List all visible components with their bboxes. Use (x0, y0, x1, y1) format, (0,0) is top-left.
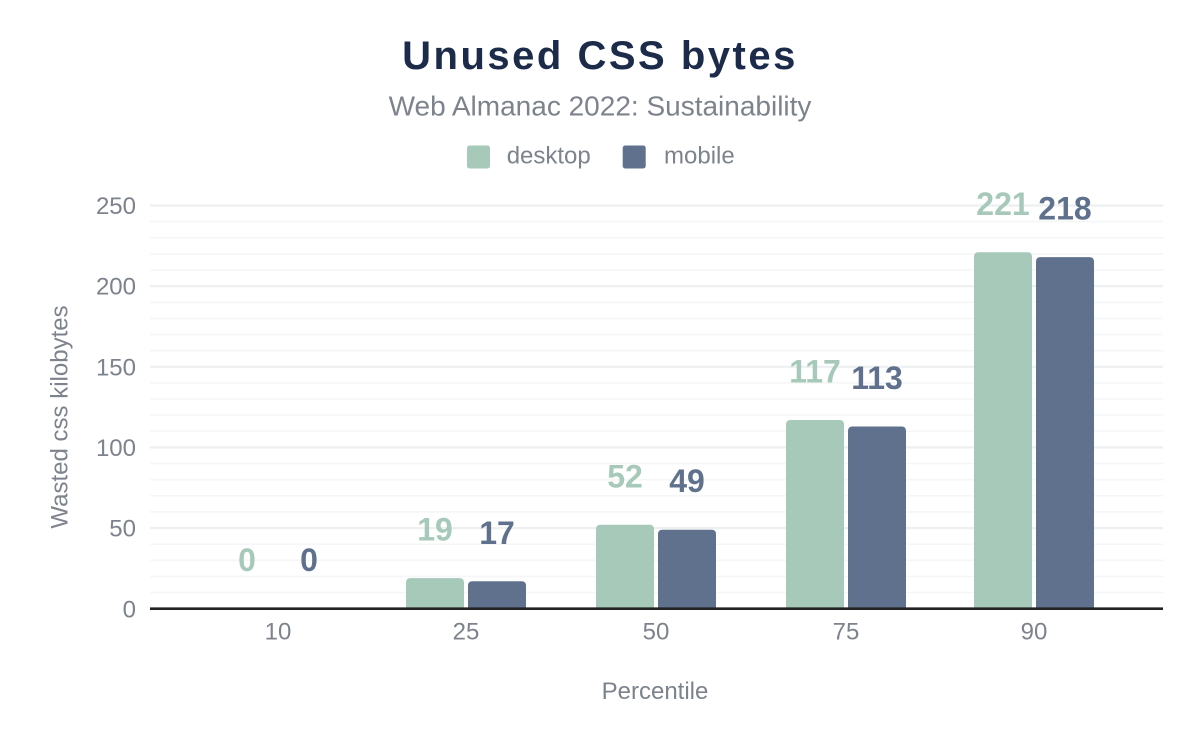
svg-text:0: 0 (123, 596, 136, 623)
svg-text:49: 49 (669, 463, 705, 499)
svg-text:19: 19 (417, 512, 453, 548)
svg-text:90: 90 (1021, 618, 1048, 645)
svg-text:150: 150 (96, 354, 136, 381)
svg-text:0: 0 (238, 542, 256, 578)
svg-text:Percentile: Percentile (602, 678, 709, 705)
svg-text:10: 10 (265, 618, 292, 645)
svg-text:17: 17 (479, 515, 515, 551)
svg-text:Web Almanac 2022: Sustainabili: Web Almanac 2022: Sustainability (389, 90, 812, 121)
svg-text:50: 50 (643, 618, 670, 645)
svg-text:desktop: desktop (507, 142, 591, 169)
svg-text:Wasted css kilobytes: Wasted css kilobytes (47, 305, 74, 528)
svg-text:200: 200 (96, 274, 136, 301)
svg-text:25: 25 (453, 618, 480, 645)
svg-text:50: 50 (109, 516, 136, 543)
svg-text:75: 75 (833, 618, 860, 645)
svg-text:0: 0 (300, 542, 318, 578)
svg-text:218: 218 (1038, 191, 1091, 227)
svg-text:52: 52 (607, 458, 643, 494)
svg-text:mobile: mobile (664, 142, 735, 169)
svg-text:221: 221 (976, 186, 1029, 222)
svg-text:Unused CSS bytes: Unused CSS bytes (402, 34, 798, 78)
svg-text:117: 117 (789, 354, 841, 390)
svg-text:250: 250 (96, 193, 136, 220)
svg-text:100: 100 (96, 435, 136, 462)
svg-text:113: 113 (851, 360, 903, 396)
